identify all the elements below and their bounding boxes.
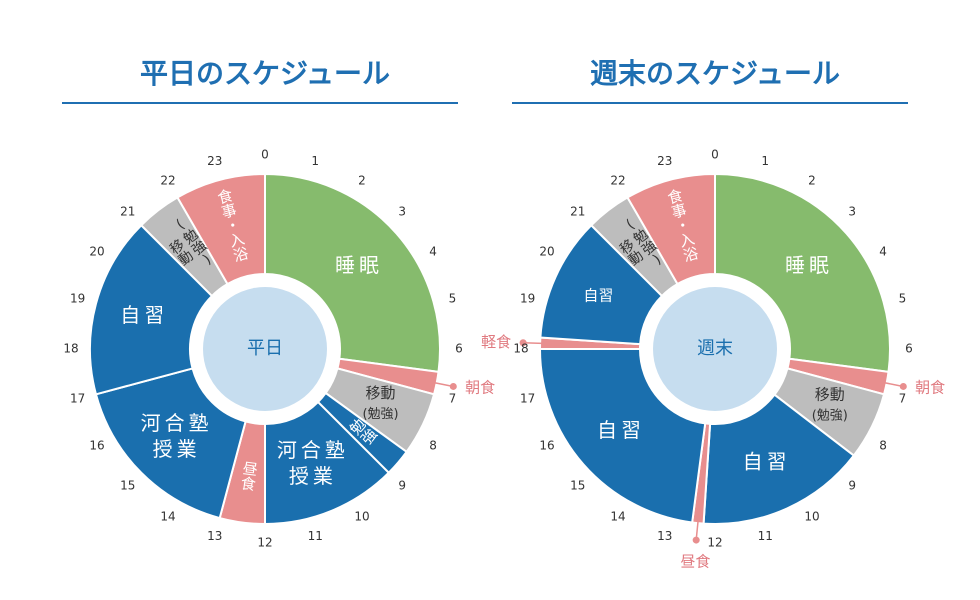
hour-label: 8 <box>429 439 437 453</box>
callout-dot <box>519 339 527 347</box>
callout-dot <box>692 536 700 544</box>
hour-label: 21 <box>570 204 585 218</box>
hour-label: 23 <box>657 154 672 168</box>
hour-label: 19 <box>70 291 85 305</box>
hour-label: 3 <box>848 204 856 218</box>
center-label: 平日 <box>247 338 283 359</box>
segment-label: 河合塾 <box>141 411 213 435</box>
segment-label: 自習 <box>120 303 168 327</box>
callout-label: 朝食 <box>465 379 495 397</box>
callout-dot <box>449 382 457 390</box>
hour-label: 4 <box>879 245 887 259</box>
hour-label: 3 <box>398 204 406 218</box>
hour-label: 1 <box>761 154 769 168</box>
hour-label: 22 <box>610 173 625 187</box>
segment-label: 睡眠 <box>335 253 383 277</box>
segment-label: 河合塾 <box>277 438 349 462</box>
segment-label: 自習 <box>583 287 613 305</box>
chart-title: 平日のスケジュール <box>140 57 390 90</box>
center-disc <box>203 287 327 411</box>
hour-label: 15 <box>570 479 585 493</box>
segment <box>714 172 891 373</box>
hour-label: 12 <box>257 536 272 550</box>
hour-label: 14 <box>160 510 175 524</box>
hour-label: 22 <box>160 173 175 187</box>
hour-label: 6 <box>905 342 913 356</box>
segment-label: (勉強) <box>812 409 848 424</box>
hour-label: 10 <box>804 510 819 524</box>
hour-label: 0 <box>711 148 719 162</box>
hour-label: 10 <box>354 510 369 524</box>
hour-label: 8 <box>879 439 887 453</box>
hour-label: 18 <box>63 342 78 356</box>
hour-label: 7 <box>449 392 457 406</box>
callout-label: 朝食 <box>915 379 945 397</box>
hour-label: 9 <box>848 479 856 493</box>
hour-label: 5 <box>899 291 907 305</box>
segment-label: 授業 <box>153 437 201 461</box>
segment <box>89 223 214 396</box>
segment <box>538 348 707 524</box>
hour-label: 19 <box>520 291 535 305</box>
segment <box>94 367 247 520</box>
hour-label: 5 <box>449 291 457 305</box>
segment-label: 移動 <box>815 386 845 404</box>
hour-label: 15 <box>120 479 135 493</box>
segment <box>176 172 266 286</box>
hour-label: 23 <box>207 154 222 168</box>
hour-label: 9 <box>398 479 406 493</box>
hour-label: 21 <box>120 204 135 218</box>
hour-label: 11 <box>758 529 773 543</box>
hour-label: 2 <box>358 173 366 187</box>
hour-label: 4 <box>429 245 437 259</box>
hour-label: 20 <box>539 245 554 259</box>
callout-label: 軽食 <box>481 333 511 351</box>
center-disc <box>653 287 777 411</box>
hour-label: 6 <box>455 342 463 356</box>
hour-label: 0 <box>261 148 269 162</box>
hour-label: 16 <box>89 439 104 453</box>
hour-label: 18 <box>513 342 528 356</box>
hour-label: 11 <box>308 529 323 543</box>
segment-label: 自習 <box>743 449 791 473</box>
hour-label: 1 <box>311 154 319 168</box>
hour-label: 17 <box>70 392 85 406</box>
hour-label: 13 <box>207 529 222 543</box>
callout-label: 昼食 <box>680 553 710 571</box>
hour-label: 7 <box>899 392 907 406</box>
callout-dot <box>899 382 907 390</box>
hour-label: 17 <box>520 392 535 406</box>
segment-label: 授業 <box>289 464 337 488</box>
segment-label: 自習 <box>597 418 645 442</box>
hour-label: 16 <box>539 439 554 453</box>
segment <box>264 172 441 373</box>
chart-title: 週末のスケジュール <box>590 57 840 90</box>
hour-label: 13 <box>657 529 672 543</box>
hour-label: 14 <box>610 510 625 524</box>
center-label: 週末 <box>697 338 733 359</box>
hour-label: 2 <box>808 173 816 187</box>
segment <box>702 393 856 525</box>
segment-label: 昼食 <box>238 460 260 492</box>
segment-label: 移動 <box>366 384 396 402</box>
hour-label: 20 <box>89 245 104 259</box>
segment-label: (勉強) <box>362 407 398 422</box>
segment-label: 睡眠 <box>785 253 833 277</box>
segment <box>626 172 716 286</box>
hour-label: 12 <box>707 536 722 550</box>
